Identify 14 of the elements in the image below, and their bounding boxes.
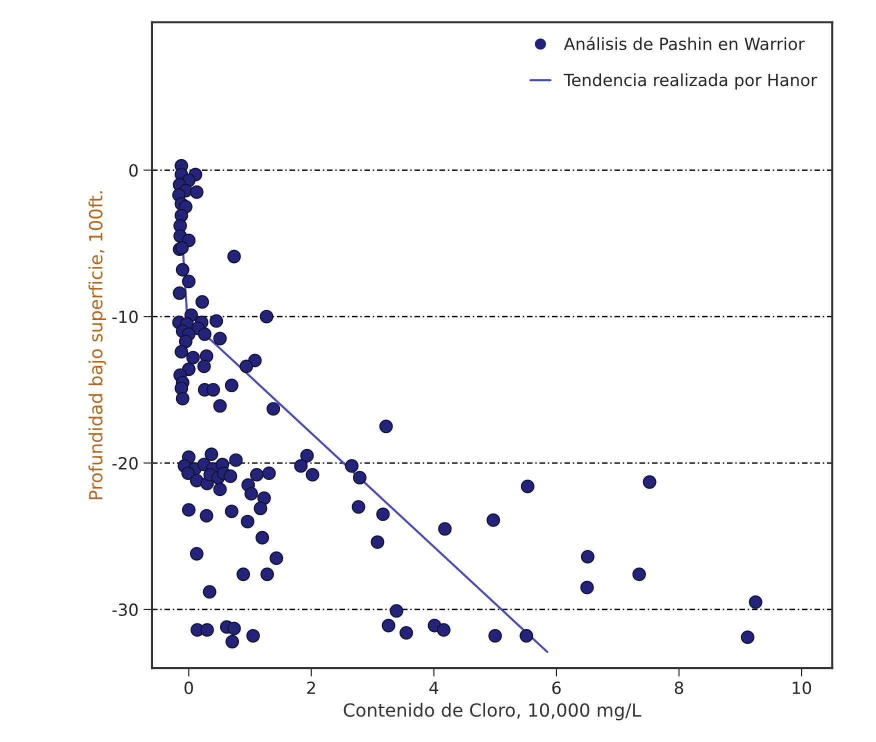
x-tick-label: 0 <box>184 682 193 694</box>
y-tick-label: -20 <box>112 456 138 470</box>
y-tick-label: -10 <box>112 310 138 324</box>
x-tick-label: 4 <box>429 682 438 694</box>
x-tick-label: 8 <box>674 682 684 694</box>
x-tick-label: 6 <box>552 682 561 694</box>
legend-label: Tendencia realizada por Hanor <box>564 73 818 90</box>
x-tick-label: 10 <box>792 682 812 694</box>
x-tick-label: 2 <box>307 682 315 694</box>
legend-label: Análisis de Pashin en Warrior <box>564 36 805 50</box>
y-tick-label: -30 <box>112 603 138 616</box>
y-axis-title: Profundidad bajo superficie, 100ft. <box>88 191 106 500</box>
x-axis-title: Contenido de Cloro, 10,000 mg/L <box>344 702 642 720</box>
y-tick-label: 0 <box>129 164 138 177</box>
